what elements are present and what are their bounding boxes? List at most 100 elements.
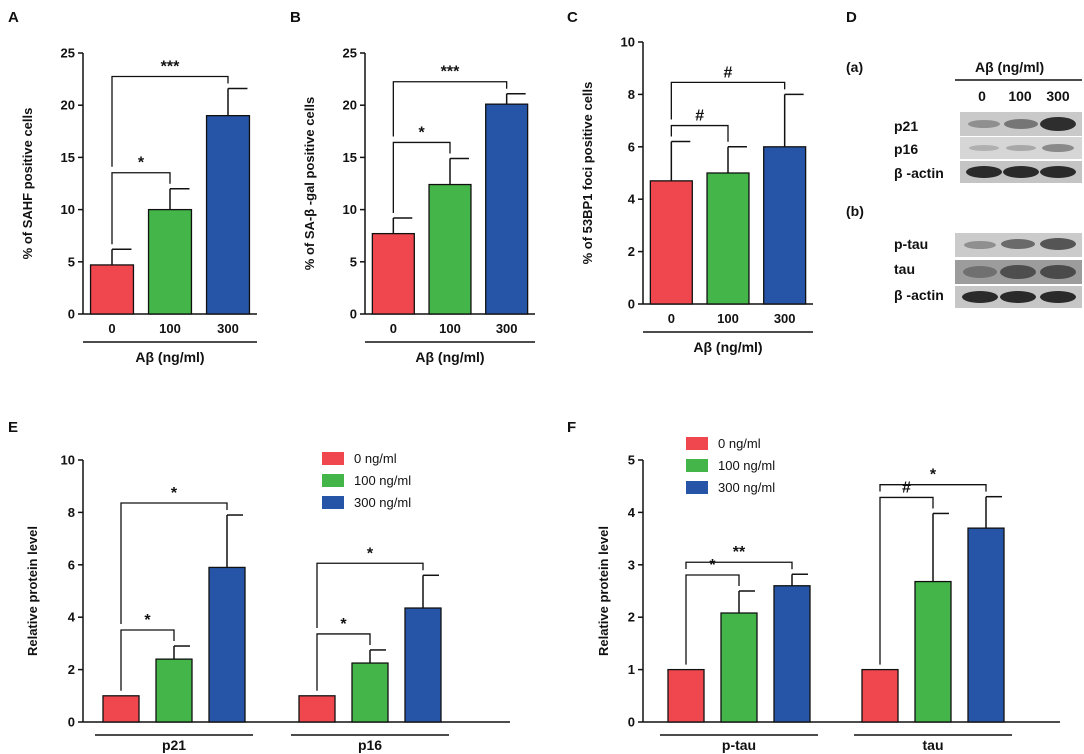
blot-row-label: β -actin bbox=[894, 287, 944, 303]
blot-band bbox=[1004, 119, 1038, 129]
panel-letter-a: A bbox=[8, 9, 19, 26]
significance-label: ** bbox=[733, 544, 746, 561]
x-tick-label: 100 bbox=[717, 311, 739, 326]
legend-swatch bbox=[322, 452, 344, 465]
y-tick-label: 5 bbox=[628, 453, 635, 468]
x-tick-label: 0 bbox=[108, 321, 115, 336]
significance-label: * bbox=[419, 124, 426, 141]
x-tick-label: 300 bbox=[217, 321, 239, 336]
y-tick-label: 5 bbox=[350, 254, 357, 269]
panel-letter-e: E bbox=[8, 419, 18, 436]
blot-band bbox=[1006, 145, 1036, 151]
blot-band bbox=[963, 266, 997, 278]
chart-b: 0 5 10 15 20 25 % of SA-β -gal positive cells 0… bbox=[302, 46, 535, 365]
bar bbox=[428, 183, 472, 315]
y-tick-label: 2 bbox=[628, 244, 635, 259]
significance-label: * bbox=[144, 612, 151, 629]
significance-bracket bbox=[120, 629, 175, 691]
blot-header: Aβ (ng/ml) bbox=[975, 59, 1044, 75]
bar bbox=[706, 172, 750, 305]
blot-row-label: p21 bbox=[894, 118, 918, 134]
bar bbox=[861, 668, 899, 723]
chart-c: 0 2 4 6 8 10 % of 53BP1 foci positive cells 0 10… bbox=[580, 35, 813, 355]
x-tick-label: 0 bbox=[668, 311, 675, 326]
y-tick-label: 25 bbox=[61, 46, 75, 61]
y-axis-label: % of SAHF positive cells bbox=[20, 108, 35, 260]
blot-lane-label: 0 bbox=[978, 88, 986, 104]
x-axis-label: Aβ (ng/ml) bbox=[415, 349, 484, 365]
blot-band bbox=[1040, 117, 1076, 131]
significance-label: # bbox=[695, 108, 704, 125]
significance-bracket bbox=[685, 574, 740, 665]
significance-bracket bbox=[392, 81, 508, 137]
y-tick-label: 25 bbox=[343, 46, 357, 61]
blot-sub-b: (b) bbox=[846, 203, 864, 219]
legend-label: 0 ng/ml bbox=[718, 436, 761, 451]
significance-bracket bbox=[879, 496, 934, 665]
bar bbox=[89, 264, 135, 315]
x-tick-label: 100 bbox=[439, 321, 461, 336]
chart-e: 0 2 4 6 8 10 Relative protein level p21 * * p16 * * 0… bbox=[25, 451, 510, 753]
bar bbox=[773, 585, 811, 723]
y-tick-label: 4 bbox=[628, 505, 636, 520]
significance-bracket bbox=[879, 484, 987, 492]
bar bbox=[485, 103, 529, 315]
bar bbox=[914, 580, 952, 723]
y-axis-label: % of 53BP1 foci positive cells bbox=[580, 82, 595, 265]
significance-label: * bbox=[709, 557, 716, 574]
bar bbox=[720, 612, 758, 723]
y-tick-label: 1 bbox=[628, 662, 635, 677]
blot-lane-label: 300 bbox=[1046, 88, 1070, 104]
blot-lane-label: 100 bbox=[1008, 88, 1032, 104]
significance-label: * bbox=[367, 545, 374, 562]
significance-bracket bbox=[670, 124, 729, 142]
legend-label: 300 ng/ml bbox=[354, 495, 411, 510]
blot-band bbox=[1042, 144, 1074, 152]
y-tick-label: 0 bbox=[68, 307, 75, 322]
legend-swatch bbox=[686, 459, 708, 472]
y-axis-label: Relative protein level bbox=[25, 526, 40, 656]
x-axis-label: Aβ (ng/ml) bbox=[135, 349, 204, 365]
y-tick-label: 10 bbox=[61, 453, 75, 468]
blot-row-label: p16 bbox=[894, 141, 918, 157]
y-tick-label: 10 bbox=[343, 202, 357, 217]
significance-label: # bbox=[902, 479, 911, 496]
x-tick-label: 300 bbox=[774, 311, 796, 326]
bar bbox=[967, 527, 1005, 723]
significance-bracket bbox=[111, 172, 171, 245]
bar bbox=[371, 232, 415, 315]
y-tick-label: 20 bbox=[343, 98, 357, 113]
blot-band bbox=[1000, 291, 1036, 303]
significance-bracket bbox=[316, 562, 424, 628]
y-tick-label: 0 bbox=[68, 715, 75, 730]
significance-label: * bbox=[138, 155, 145, 172]
y-axis-label: Relative protein level bbox=[596, 526, 611, 656]
blot-band bbox=[962, 291, 998, 303]
significance-bracket bbox=[670, 81, 786, 120]
significance-bracket bbox=[111, 75, 229, 167]
legend-label: 100 ng/ml bbox=[354, 473, 411, 488]
y-tick-label: 0 bbox=[628, 715, 635, 730]
bar bbox=[155, 658, 193, 723]
y-tick-label: 20 bbox=[61, 98, 75, 113]
y-axis-label: % of SA-β -gal positive cells bbox=[302, 97, 317, 270]
legend-label: 0 ng/ml bbox=[354, 451, 397, 466]
y-tick-label: 4 bbox=[68, 610, 76, 625]
y-tick-label: 0 bbox=[350, 307, 357, 322]
x-group-label: p16 bbox=[358, 737, 382, 753]
bar bbox=[102, 695, 140, 723]
y-tick-label: 4 bbox=[628, 192, 636, 207]
significance-label: *** bbox=[161, 58, 180, 75]
blot-row-label: tau bbox=[894, 261, 915, 277]
legend-label: 300 ng/ml bbox=[718, 480, 775, 495]
blot-sub-a: (a) bbox=[846, 59, 863, 75]
bar bbox=[205, 114, 251, 315]
y-tick-label: 8 bbox=[628, 87, 635, 102]
y-tick-label: 6 bbox=[628, 139, 635, 154]
legend-swatch bbox=[686, 437, 708, 450]
y-tick-label: 6 bbox=[68, 557, 75, 572]
bar bbox=[649, 180, 693, 305]
legend-swatch bbox=[322, 496, 344, 509]
x-tick-label: 300 bbox=[496, 321, 518, 336]
